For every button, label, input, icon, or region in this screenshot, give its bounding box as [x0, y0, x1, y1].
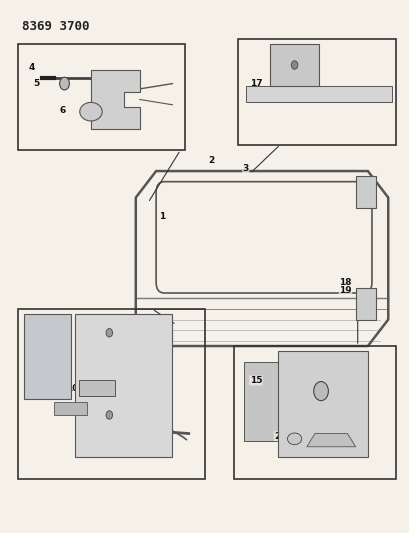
Text: 11: 11 — [54, 405, 67, 414]
Circle shape — [106, 411, 112, 419]
Polygon shape — [270, 44, 318, 86]
Polygon shape — [79, 381, 115, 397]
Text: 6: 6 — [59, 106, 65, 115]
Text: 16: 16 — [351, 370, 363, 379]
Text: 1: 1 — [159, 212, 165, 221]
Circle shape — [106, 328, 112, 337]
Text: 14: 14 — [142, 434, 154, 443]
Polygon shape — [245, 86, 391, 102]
Text: 18: 18 — [338, 278, 351, 287]
Circle shape — [313, 382, 328, 401]
Text: 17: 17 — [249, 79, 262, 88]
Text: 22: 22 — [351, 90, 363, 99]
Polygon shape — [74, 314, 172, 457]
Text: 9: 9 — [61, 352, 67, 361]
Text: 4: 4 — [29, 63, 35, 72]
Text: 8369 3700: 8369 3700 — [22, 20, 89, 33]
Text: 10: 10 — [66, 384, 79, 393]
Polygon shape — [243, 362, 278, 441]
Polygon shape — [355, 176, 375, 208]
Text: 5: 5 — [33, 79, 39, 88]
Polygon shape — [306, 433, 355, 447]
Text: 20: 20 — [274, 432, 286, 441]
Polygon shape — [24, 314, 70, 399]
Text: 12: 12 — [133, 336, 146, 345]
Ellipse shape — [287, 433, 301, 445]
Text: 8: 8 — [29, 366, 35, 374]
Text: 13: 13 — [111, 421, 124, 430]
Circle shape — [291, 61, 297, 69]
Text: 3: 3 — [242, 164, 248, 173]
Polygon shape — [278, 351, 367, 457]
Text: 19: 19 — [338, 286, 351, 295]
Text: 15: 15 — [249, 376, 261, 385]
Text: 2: 2 — [207, 156, 214, 165]
Polygon shape — [91, 70, 139, 128]
Text: 21: 21 — [292, 437, 304, 446]
Polygon shape — [54, 402, 87, 415]
Polygon shape — [355, 288, 375, 319]
Text: 7: 7 — [102, 323, 108, 332]
Circle shape — [59, 77, 69, 90]
Ellipse shape — [80, 102, 102, 121]
